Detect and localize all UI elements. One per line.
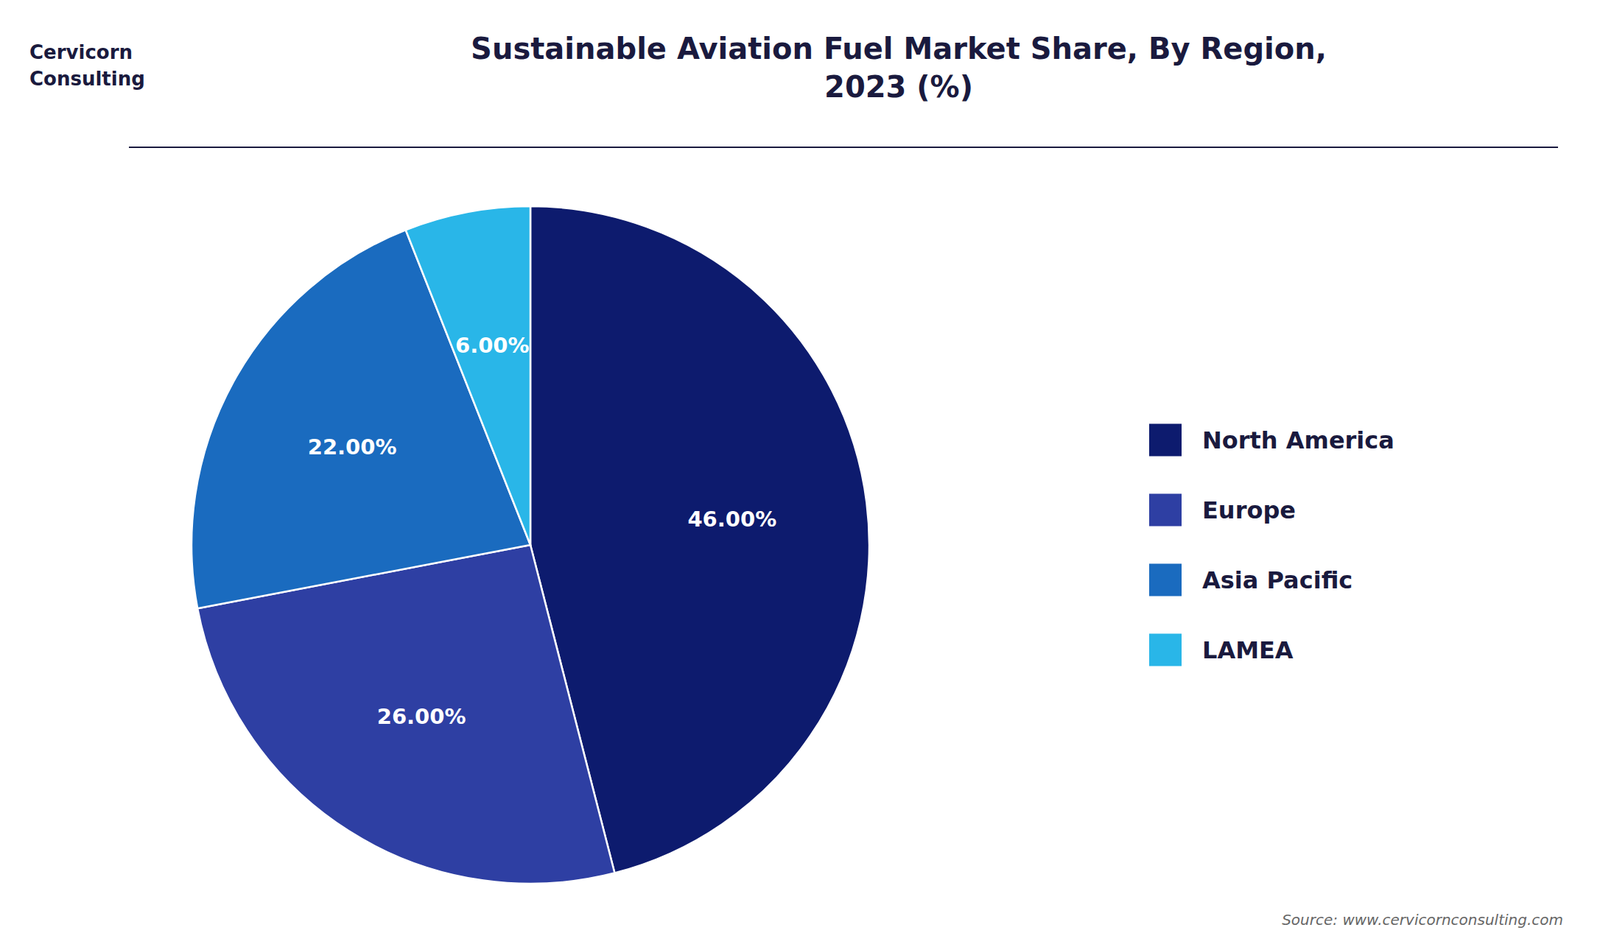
- title-rule: [128, 146, 1559, 149]
- legend-label: Europe: [1202, 496, 1296, 525]
- brand-text: CervicornConsulting: [29, 41, 146, 90]
- source-text: Source: www.cervicornconsulting.com: [1281, 911, 1564, 929]
- legend-label: LAMEA: [1202, 636, 1294, 665]
- data-label: 6.00%: [455, 332, 530, 359]
- data-label: 26.00%: [377, 704, 467, 730]
- legend-swatch: [1149, 494, 1182, 527]
- legend-swatch: [1149, 564, 1182, 597]
- pie: [191, 206, 870, 884]
- legend: North America Europe Asia Pacific LAMEA: [1149, 424, 1395, 667]
- background: [0, 0, 1600, 947]
- pie-slice: [405, 206, 531, 546]
- data-label: 22.00%: [307, 434, 398, 460]
- data-label: 46.00%: [687, 506, 777, 532]
- title: Sustainable Aviation Fuel Market Share, …: [470, 31, 1327, 104]
- legend-swatch: [1149, 634, 1182, 667]
- legend-label: North America: [1202, 426, 1395, 455]
- legend-swatch: [1149, 424, 1182, 457]
- data-labels: 46.00% 26.00% 22.00% 6.00%: [307, 332, 777, 730]
- chart: Sustainable Aviation Fuel Market Share, …: [0, 0, 1600, 947]
- legend-label: Asia Pacific: [1202, 566, 1353, 595]
